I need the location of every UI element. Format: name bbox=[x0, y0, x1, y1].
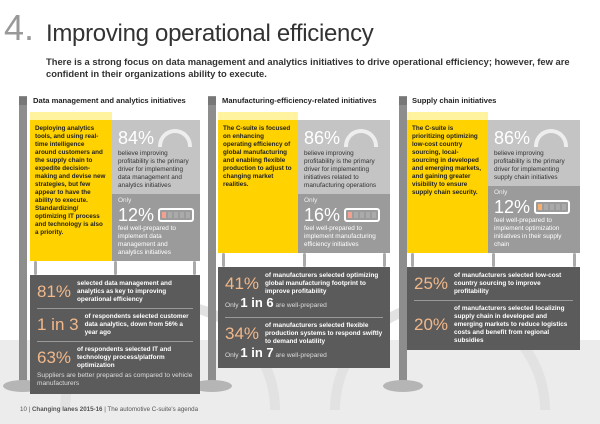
chain-icon bbox=[34, 261, 37, 275]
driver-pct: 86% bbox=[304, 128, 341, 148]
page-number: 10 bbox=[20, 406, 27, 413]
wp-num: 1 in 6 bbox=[240, 295, 274, 310]
stat-text: of manufacturers selected low-cost count… bbox=[454, 272, 562, 295]
divider bbox=[414, 300, 573, 301]
yellow-band bbox=[407, 112, 488, 120]
stat-text: of respondents selected IT and technolog… bbox=[77, 346, 172, 369]
yellow-band bbox=[30, 112, 112, 120]
prepared-text: feel well-prepared to implement data man… bbox=[118, 225, 176, 256]
pole bbox=[399, 96, 407, 386]
stat-pct: 1 in 3 bbox=[37, 315, 79, 334]
stat-pct: 63% bbox=[37, 348, 72, 367]
heading-marker bbox=[19, 97, 27, 105]
footer-separator: | bbox=[104, 406, 106, 413]
prepared-panel: Only 16% feel well-prepared to implement… bbox=[298, 194, 390, 253]
stat-pct: 34% bbox=[225, 324, 260, 343]
report-title: Changing lanes 2015-16 bbox=[31, 406, 103, 413]
chain-icon bbox=[222, 253, 225, 267]
footer-separator: | bbox=[28, 406, 31, 413]
page-title: Improving operational efficiency bbox=[46, 20, 374, 47]
driver-panel: 86% believe improving profitability is t… bbox=[298, 120, 390, 194]
chain-icon bbox=[383, 253, 386, 267]
column-heading: Manufacturing-efficiency-related initiat… bbox=[222, 96, 377, 105]
pole-base bbox=[192, 380, 232, 392]
stat-pct: 20% bbox=[414, 315, 449, 334]
battery-icon bbox=[534, 200, 571, 214]
pole-base bbox=[383, 380, 423, 392]
section-number: 4. bbox=[4, 7, 35, 48]
prepared-pct: 16% bbox=[304, 205, 341, 225]
page-subtitle: There is a strong focus on data manageme… bbox=[46, 56, 570, 79]
stat-text: of manufacturers selected optimizing glo… bbox=[265, 272, 379, 295]
driver-text: believe improving profitability is the p… bbox=[118, 150, 189, 189]
only-label: Only bbox=[304, 197, 318, 204]
driver-panel: 86% believe improving profitability is t… bbox=[488, 120, 580, 186]
battery-icon bbox=[158, 208, 195, 222]
stats-panel: 25% of manufacturers selected low-cost co… bbox=[407, 267, 580, 350]
column-heading: Supply chain initiatives bbox=[412, 96, 497, 105]
driver-text: believe improving profitability is the p… bbox=[494, 150, 565, 181]
stats-panel: 41% of manufacturers selected optimizing … bbox=[218, 267, 390, 368]
pole bbox=[19, 96, 27, 386]
description-box: The C-suite is prioritizing optimizing l… bbox=[407, 120, 488, 253]
chain-icon bbox=[492, 253, 495, 267]
column-data-management: Deploying analytics tools, and using rea… bbox=[30, 112, 200, 394]
pole bbox=[208, 96, 216, 386]
only-label: Only bbox=[494, 189, 508, 196]
prepared-panel: Only 12% feel well-prepared to implement… bbox=[112, 194, 200, 261]
heading-marker bbox=[208, 97, 216, 105]
only-label: Only bbox=[118, 197, 132, 204]
report-section: The automotive C-suite's agenda bbox=[107, 406, 199, 413]
divider bbox=[225, 317, 383, 318]
prepared-pct: 12% bbox=[494, 197, 531, 217]
divider bbox=[37, 308, 193, 309]
column-supply-chain: The C-suite is prioritizing optimizing l… bbox=[407, 112, 580, 350]
gauge-icon bbox=[158, 129, 193, 147]
prepared-text: feel well-prepared to implement manufact… bbox=[304, 225, 376, 248]
driver-pct: 84% bbox=[118, 128, 155, 148]
chain-icon bbox=[411, 253, 414, 267]
prepared-text: feel well-prepared to implement optimiza… bbox=[494, 217, 562, 248]
chain-icon bbox=[302, 253, 306, 267]
prepared-pct: 12% bbox=[118, 205, 155, 225]
wp-pre: Only bbox=[225, 302, 239, 309]
wp-post: are well-prepared bbox=[275, 352, 327, 359]
battery-icon bbox=[344, 208, 381, 222]
stat-text: selected data management and analytics a… bbox=[77, 280, 172, 303]
gauge-icon bbox=[534, 129, 569, 147]
stat-pct: 41% bbox=[225, 274, 260, 293]
stat-text: of manufacturers selected localizing sup… bbox=[454, 305, 568, 344]
prepared-panel: Only 12% feel well-prepared to implement… bbox=[488, 186, 580, 253]
wp-post: are well-prepared bbox=[275, 302, 327, 309]
column-heading: Data management and analytics initiative… bbox=[33, 96, 186, 105]
stat-text: of respondents selected customer data an… bbox=[84, 313, 189, 336]
driver-pct: 86% bbox=[494, 128, 531, 148]
stat-note: Suppliers are better prepared as compare… bbox=[37, 372, 193, 388]
description-box: The C-suite is focused on enhancing oper… bbox=[218, 120, 298, 253]
footer: 10 | Changing lanes 2015-16 | The automo… bbox=[20, 406, 198, 414]
heading-marker bbox=[399, 97, 407, 105]
description-box: Deploying analytics tools, and using rea… bbox=[30, 120, 112, 261]
chain-icon bbox=[113, 261, 117, 275]
chain-icon bbox=[193, 261, 196, 275]
stat-text: of manufacturers selected flexible produ… bbox=[265, 322, 383, 345]
wp-num: 1 in 7 bbox=[240, 345, 274, 360]
driver-text: believe improving profitability is the p… bbox=[304, 150, 377, 189]
column-manufacturing: The C-suite is focused on enhancing oper… bbox=[218, 112, 390, 368]
wp-pre: Only bbox=[225, 352, 239, 359]
stat-pct: 25% bbox=[414, 274, 449, 293]
stat-pct: 81% bbox=[37, 282, 72, 301]
yellow-band bbox=[218, 112, 298, 120]
gauge-icon bbox=[344, 129, 379, 147]
divider bbox=[37, 341, 193, 342]
chain-icon bbox=[573, 253, 576, 267]
driver-panel: 84% believe improving profitability is t… bbox=[112, 120, 200, 194]
stats-panel: 81% selected data management and analytic… bbox=[30, 275, 200, 394]
